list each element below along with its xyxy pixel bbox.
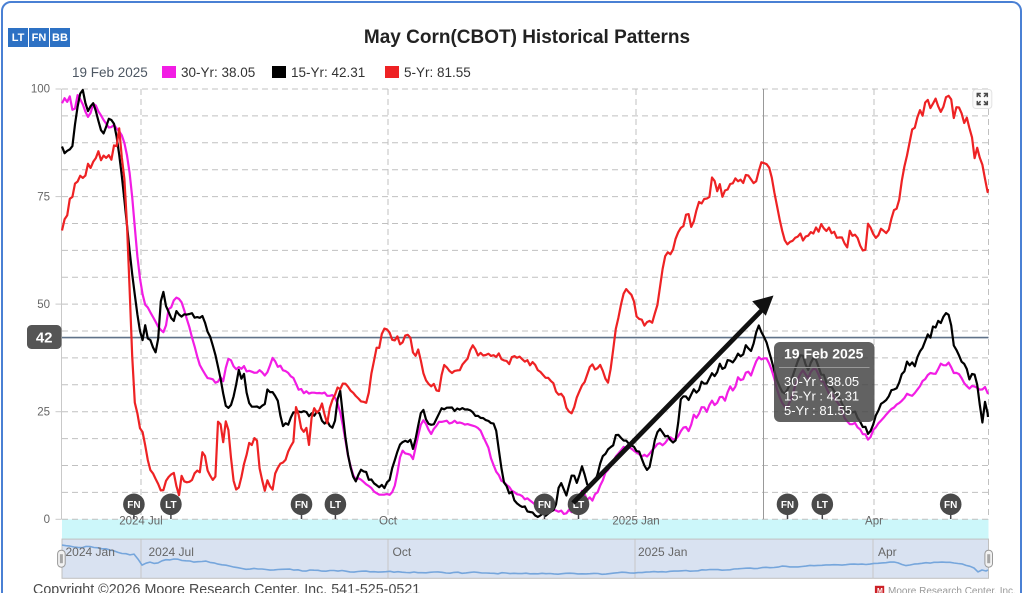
svg-text:0: 0 — [44, 514, 50, 526]
svg-text:M: M — [877, 588, 883, 593]
svg-text:2024 Jul: 2024 Jul — [149, 545, 194, 559]
svg-text:25: 25 — [37, 406, 50, 418]
svg-text:100: 100 — [31, 84, 50, 96]
svg-text:FN: FN — [127, 500, 140, 511]
svg-text:2025 Jan: 2025 Jan — [612, 516, 659, 528]
svg-text:FN: FN — [538, 500, 551, 511]
svg-text:15-Yr : 42.31: 15-Yr : 42.31 — [784, 389, 859, 404]
svg-text:5-Yr : 81.55: 5-Yr : 81.55 — [784, 403, 852, 418]
svg-text:Oct: Oct — [379, 516, 398, 528]
svg-text:FN: FN — [295, 500, 308, 511]
svg-text:75: 75 — [37, 191, 50, 203]
svg-text:2024 Jul: 2024 Jul — [119, 516, 162, 528]
svg-text:FN: FN — [781, 500, 794, 511]
svg-text:LT: LT — [817, 500, 828, 511]
svg-text:50: 50 — [37, 299, 50, 311]
svg-text:30-Yr : 38.05: 30-Yr : 38.05 — [784, 374, 859, 389]
svg-text:2025 Jan: 2025 Jan — [638, 545, 687, 559]
svg-text:Moore Research Center, Inc.: Moore Research Center, Inc. — [888, 586, 1016, 593]
svg-text:LT: LT — [573, 500, 584, 511]
svg-text:2024 Jan: 2024 Jan — [66, 545, 115, 559]
svg-text:Apr: Apr — [865, 516, 883, 528]
svg-text:LT: LT — [165, 500, 176, 511]
svg-text:FN: FN — [944, 500, 957, 511]
svg-text:LT: LT — [330, 500, 341, 511]
svg-text:42: 42 — [36, 330, 53, 347]
svg-text:Apr: Apr — [878, 545, 897, 559]
svg-text:19 Feb 2025: 19 Feb 2025 — [784, 346, 864, 362]
svg-text:Oct: Oct — [393, 545, 412, 559]
